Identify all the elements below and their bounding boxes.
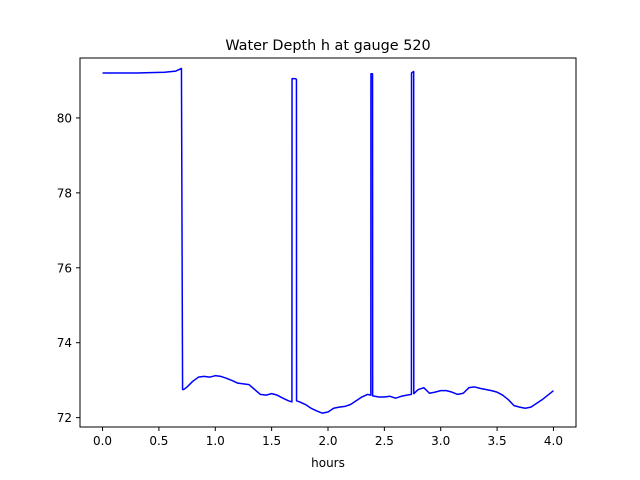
x-tick-label: 4.0 bbox=[544, 434, 563, 448]
x-tick-label: 2.5 bbox=[375, 434, 394, 448]
x-tick-label: 3.0 bbox=[431, 434, 450, 448]
y-tick-label: 74 bbox=[57, 336, 72, 350]
x-tick-label: 1.5 bbox=[262, 434, 281, 448]
x-axis-label: hours bbox=[311, 456, 345, 470]
y-tick-label: 80 bbox=[57, 111, 72, 125]
x-tick-label: 0.0 bbox=[93, 434, 112, 448]
x-tick-label: 1.0 bbox=[206, 434, 225, 448]
plot-frame bbox=[79, 57, 577, 428]
y-axis: 72 74 76 78 80 bbox=[57, 111, 80, 425]
y-tick-label: 72 bbox=[57, 411, 72, 425]
x-tick-label: 3.5 bbox=[488, 434, 507, 448]
chart-title: Water Depth h at gauge 520 bbox=[225, 38, 430, 54]
y-tick-label: 78 bbox=[57, 186, 72, 200]
series-line bbox=[102, 67, 554, 414]
x-tick-label: 0.5 bbox=[149, 434, 168, 448]
x-tick-label: 2.0 bbox=[318, 434, 337, 448]
x-axis: 0.0 0.5 1.0 1.5 2.0 2.5 3.0 3.5 4.0 bbox=[93, 427, 563, 448]
y-tick-label: 76 bbox=[57, 261, 72, 275]
